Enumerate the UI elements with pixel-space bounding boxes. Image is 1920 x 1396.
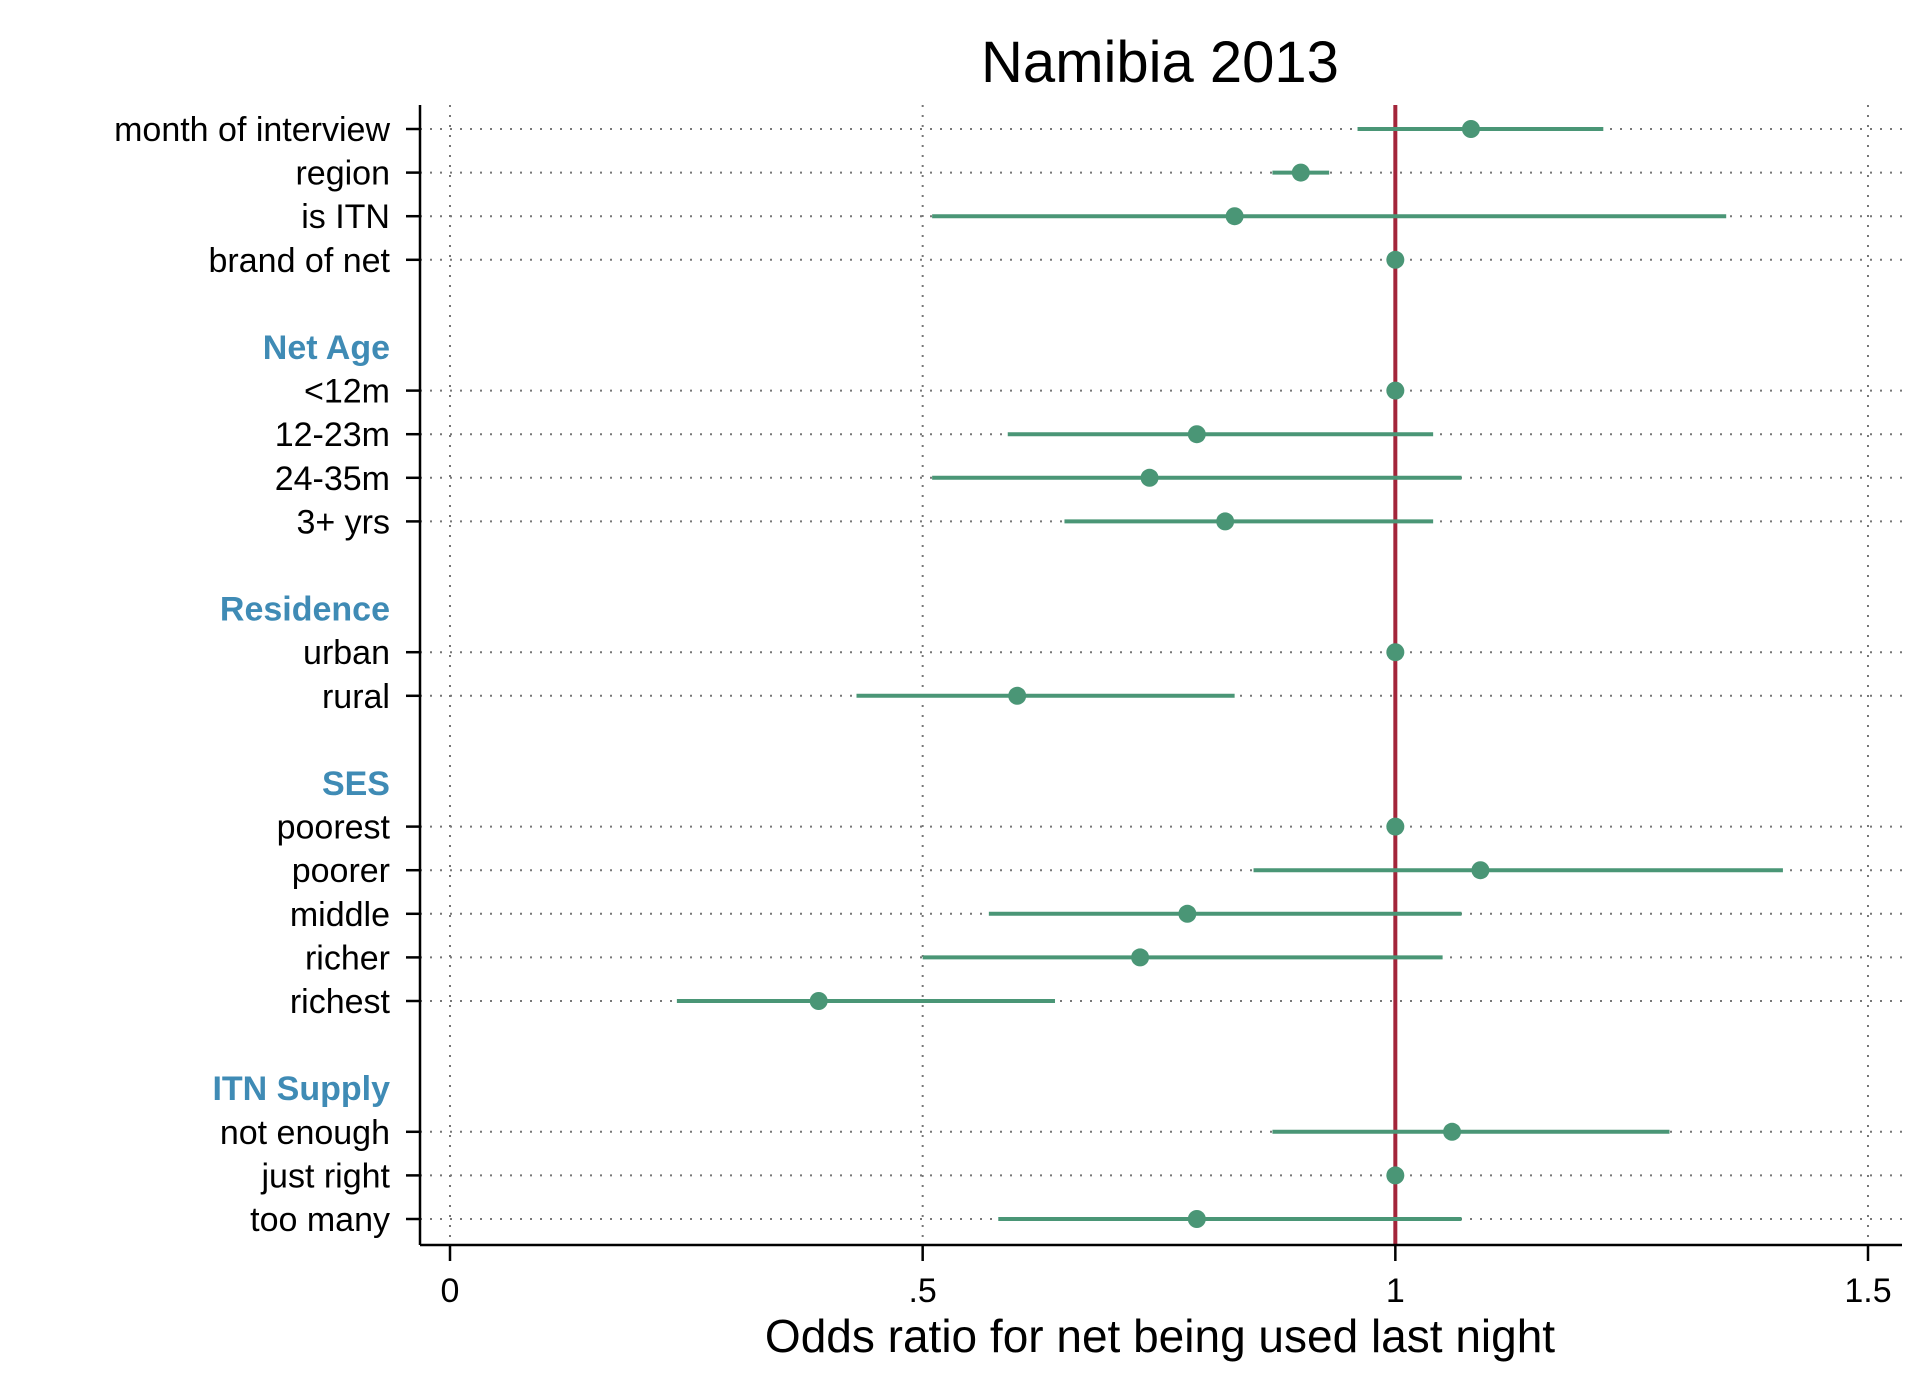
row-label-6: <12m [304, 373, 390, 411]
group-label-15: SES [322, 765, 390, 803]
point-23 [1443, 1122, 1462, 1141]
point-25 [1187, 1210, 1206, 1228]
point-7 [1187, 425, 1206, 444]
row-label-12: urban [303, 634, 390, 672]
point-16 [1386, 817, 1405, 836]
row-label-20: richest [290, 983, 391, 1021]
x-tick-label-0: 0 [441, 1272, 460, 1310]
point-19 [1131, 948, 1150, 967]
point-6 [1386, 381, 1405, 400]
row-label-25: too many [250, 1201, 390, 1239]
group-label-11: Residence [220, 591, 390, 629]
point-1 [1291, 163, 1310, 182]
row-label-9: 3+ yrs [296, 503, 390, 541]
point-17 [1471, 861, 1490, 880]
row-label-18: middle [290, 896, 390, 934]
row-label-13: rural [322, 678, 390, 716]
x-axis-title: Odds ratio for net being used last night [765, 1310, 1555, 1362]
row-label-8: 24-35m [275, 460, 390, 498]
point-8 [1140, 468, 1159, 487]
row-label-7: 12-23m [275, 416, 390, 454]
row-label-1: region [295, 155, 390, 193]
point-20 [809, 992, 828, 1010]
row-label-2: is ITN [301, 198, 390, 236]
point-18 [1178, 904, 1197, 923]
grid-layer [420, 105, 1902, 1245]
row-label-19: richer [305, 939, 390, 977]
axes-layer: 0 .5 1 1.5 [406, 105, 1902, 1310]
x-tick-label-3: 1.5 [1844, 1272, 1891, 1310]
group-label-22: ITN Supply [212, 1070, 390, 1108]
group-label-5: Net Age [263, 329, 390, 367]
row-label-17: poorer [292, 852, 390, 890]
row-label-24: just right [261, 1157, 391, 1195]
marks-layer [676, 120, 1783, 1228]
chart-title: Namibia 2013 [981, 30, 1339, 95]
point-24 [1386, 1166, 1405, 1185]
point-2 [1225, 207, 1244, 226]
row-label-16: poorest [277, 809, 391, 847]
point-0 [1461, 120, 1480, 138]
point-9 [1216, 512, 1235, 531]
point-12 [1386, 643, 1405, 662]
x-tick-label-2: 1 [1386, 1272, 1405, 1310]
point-13 [1008, 686, 1027, 705]
row-labels-layer: month of interview region is ITN brand of n… [114, 111, 390, 1239]
row-label-3: brand of net [209, 242, 391, 280]
row-label-0: month of interview [114, 111, 390, 149]
row-label-23: not enough [220, 1114, 390, 1152]
point-3 [1386, 250, 1405, 269]
x-tick-label-1: .5 [908, 1272, 936, 1310]
